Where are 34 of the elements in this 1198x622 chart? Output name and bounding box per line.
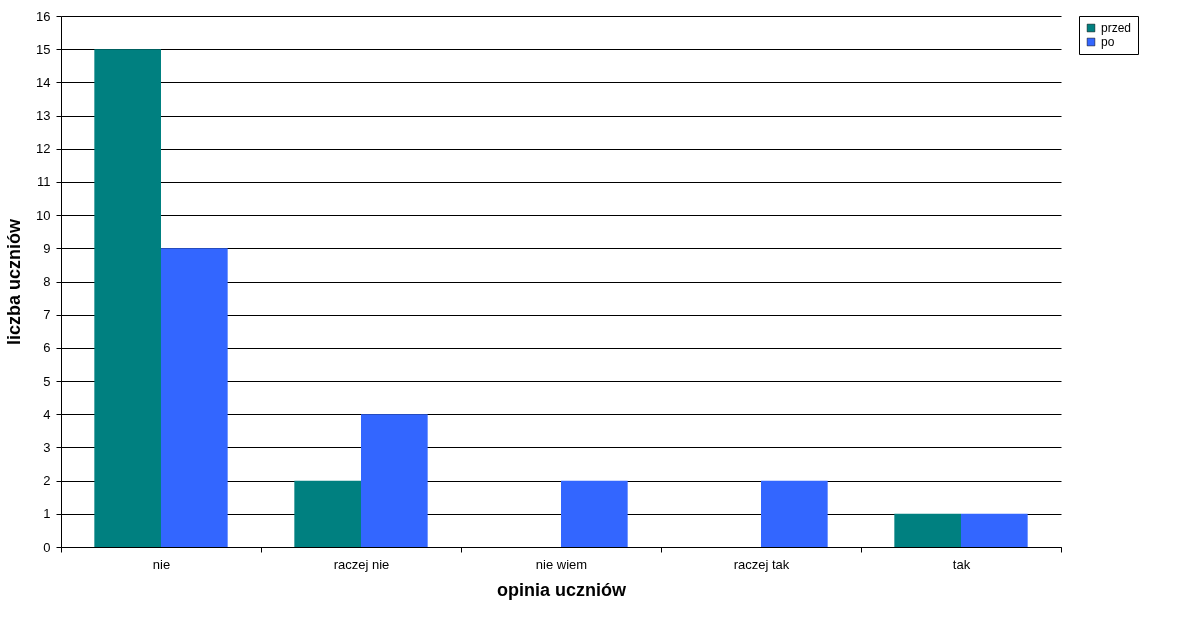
x-tick-label: tak xyxy=(952,556,971,572)
x-tick-label: raczej nie xyxy=(333,556,390,572)
bar xyxy=(761,480,828,547)
y-tick-label: 2 xyxy=(43,473,51,489)
y-axis-title: liczba uczniów xyxy=(4,218,25,346)
bar xyxy=(961,513,1028,547)
x-tick-label: raczej tak xyxy=(733,556,790,572)
y-tick-label: 1 xyxy=(43,506,51,522)
bar xyxy=(561,480,628,547)
y-tick-label: 7 xyxy=(43,307,51,323)
y-tick-label: 4 xyxy=(43,406,51,422)
y-tick-label: 0 xyxy=(43,539,51,555)
y-tick-label: 15 xyxy=(36,41,51,57)
bar xyxy=(361,414,428,547)
x-axis-title: opinia uczniów xyxy=(497,579,627,600)
bar xyxy=(894,513,961,547)
y-tick-label: 10 xyxy=(36,207,51,223)
y-tick-label: 13 xyxy=(36,108,51,124)
y-tick-label: 12 xyxy=(36,141,51,157)
y-tick-label: 16 xyxy=(36,8,51,24)
bar xyxy=(94,49,161,547)
bar xyxy=(161,248,228,547)
y-tick-label: 9 xyxy=(43,240,51,256)
y-tick-label: 6 xyxy=(43,340,51,356)
y-tick-label: 3 xyxy=(43,439,51,455)
x-tick-label: nie wiem xyxy=(535,556,588,572)
legend-label: przed xyxy=(1101,21,1132,35)
y-tick-label: 8 xyxy=(43,274,51,289)
legend-label: po xyxy=(1101,35,1115,49)
x-tick-label: nie xyxy=(152,556,171,572)
y-tick-label: 5 xyxy=(43,373,51,389)
bar xyxy=(294,480,361,547)
y-tick-label: 14 xyxy=(36,74,51,90)
y-tick-label: 11 xyxy=(37,174,51,190)
